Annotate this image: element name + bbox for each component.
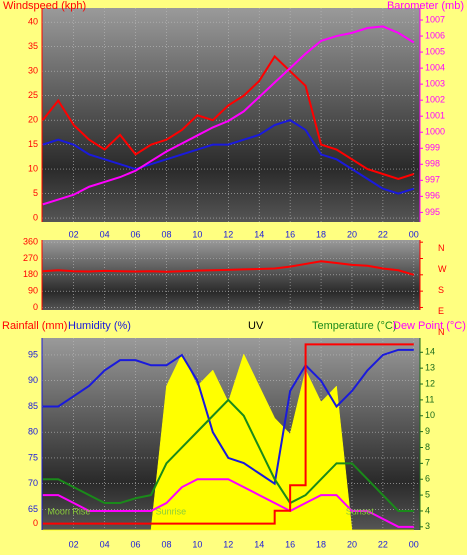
y-tick-label: 25 [28, 90, 38, 100]
y2-tick-label: 14 [425, 347, 435, 357]
y-tick-label: 0 [33, 302, 38, 312]
x-tick-label: 16 [285, 539, 295, 549]
x-tick-label: 04 [100, 229, 110, 239]
y2-tick-label: 6 [425, 474, 430, 484]
y2-tick-label: 1004 [425, 62, 445, 72]
annotation: Sunrise [156, 506, 187, 516]
y2-tick-label: 1005 [425, 46, 445, 56]
y2-tick-label: 999 [425, 143, 440, 153]
y-tick-label: 30 [28, 66, 38, 76]
y-tick-label: 75 [28, 452, 38, 462]
y-tick-label: 35 [28, 41, 38, 51]
x-tick-label: 06 [131, 229, 141, 239]
y2-tick-label: 1006 [425, 30, 445, 40]
series-line [42, 119, 415, 195]
y2-tick-label: 12 [425, 378, 435, 388]
plot-area [42, 8, 420, 222]
y-tick-label: 65 [28, 504, 38, 514]
y2-tick-label: 8 [425, 442, 430, 452]
y2-tick-label: 997 [425, 175, 440, 185]
series-line [42, 260, 415, 276]
x-tick-label: 22 [378, 539, 388, 549]
y3-tick-label: 0 [33, 518, 38, 528]
y-tick-label: 0 [33, 212, 38, 222]
y-tick-label: 85 [28, 401, 38, 411]
x-tick-label: 02 [69, 229, 79, 239]
y2-tick-label: 1003 [425, 79, 445, 89]
y-tick-label: 360 [23, 237, 38, 247]
series-line [42, 25, 415, 206]
axis-label: Temperature (°C) [312, 320, 396, 332]
y2-tick-label: N [438, 327, 445, 337]
axis-label: Humidity (%) [68, 320, 131, 332]
y2-tick-label: 13 [425, 363, 435, 373]
x-tick-label: 14 [254, 229, 264, 239]
x-tick-label: 16 [285, 229, 295, 239]
y-tick-label: 15 [28, 139, 38, 149]
y-tick-label: 180 [23, 269, 38, 279]
series-line [42, 398, 414, 512]
y2-tick-label: N [438, 243, 445, 253]
x-tick-label: 06 [131, 539, 141, 549]
x-tick-label: 00 [409, 539, 419, 549]
x-tick-label: 10 [192, 229, 202, 239]
x-tick-label: 04 [100, 539, 110, 549]
y2-tick-label: 998 [425, 159, 440, 169]
series-line [41, 54, 415, 180]
series-line [42, 348, 414, 486]
x-tick-label: 08 [161, 229, 171, 239]
series-line [42, 343, 414, 525]
axis-label: Windspeed (kph) [3, 0, 86, 12]
y2-tick-label: 11 [425, 394, 434, 404]
axis-label: Rainfall (mm) [2, 320, 67, 332]
y2-tick-label: W [438, 264, 447, 274]
y2-tick-label: 996 [425, 191, 440, 201]
axis-label: Dew Point (°C) [393, 320, 466, 332]
y-tick-label: 95 [28, 349, 38, 359]
x-tick-label: 14 [254, 539, 264, 549]
x-tick-label: 18 [316, 229, 326, 239]
y2-tick-label: 10 [425, 410, 435, 420]
axis-label: Barometer (mb) [387, 0, 464, 12]
x-tick-label: 18 [316, 539, 326, 549]
x-tick-label: 00 [409, 229, 419, 239]
y2-tick-label: 1002 [425, 95, 445, 105]
y2-tick-label: E [438, 306, 444, 316]
x-tick-label: 02 [69, 539, 79, 549]
x-tick-label: 12 [223, 539, 233, 549]
x-tick-label: 12 [223, 229, 233, 239]
y2-tick-label: 7 [425, 458, 430, 468]
y2-tick-label: S [438, 285, 444, 295]
y2-tick-label: 995 [425, 207, 440, 217]
annotation: Moon Rise [47, 506, 90, 516]
y2-tick-label: 1001 [425, 111, 445, 121]
y-tick-label: 10 [28, 163, 38, 173]
x-tick-label: 22 [378, 229, 388, 239]
y2-tick-label: 4 [425, 505, 430, 515]
y2-tick-label: 1000 [425, 127, 445, 137]
y2-tick-label: 1007 [425, 14, 445, 24]
y2-tick-label: 3 [425, 521, 430, 531]
y-tick-label: 5 [33, 188, 38, 198]
x-tick-label: 20 [347, 229, 357, 239]
y-tick-label: 90 [28, 286, 38, 296]
x-tick-label: 20 [347, 539, 357, 549]
annotation: Sunset [346, 506, 375, 516]
y-tick-label: 40 [28, 17, 38, 27]
x-tick-label: 08 [161, 539, 171, 549]
axis-label: UV [248, 320, 264, 332]
y-tick-label: 20 [28, 115, 38, 125]
y-tick-label: 270 [23, 253, 38, 263]
uv-area [42, 353, 414, 531]
y-tick-label: 90 [28, 375, 38, 385]
series-line [42, 478, 414, 528]
x-tick-label: 10 [192, 539, 202, 549]
y2-tick-label: 5 [425, 489, 430, 499]
y2-tick-label: 9 [425, 426, 430, 436]
y-tick-label: 70 [28, 478, 38, 488]
y-tick-label: 80 [28, 427, 38, 437]
